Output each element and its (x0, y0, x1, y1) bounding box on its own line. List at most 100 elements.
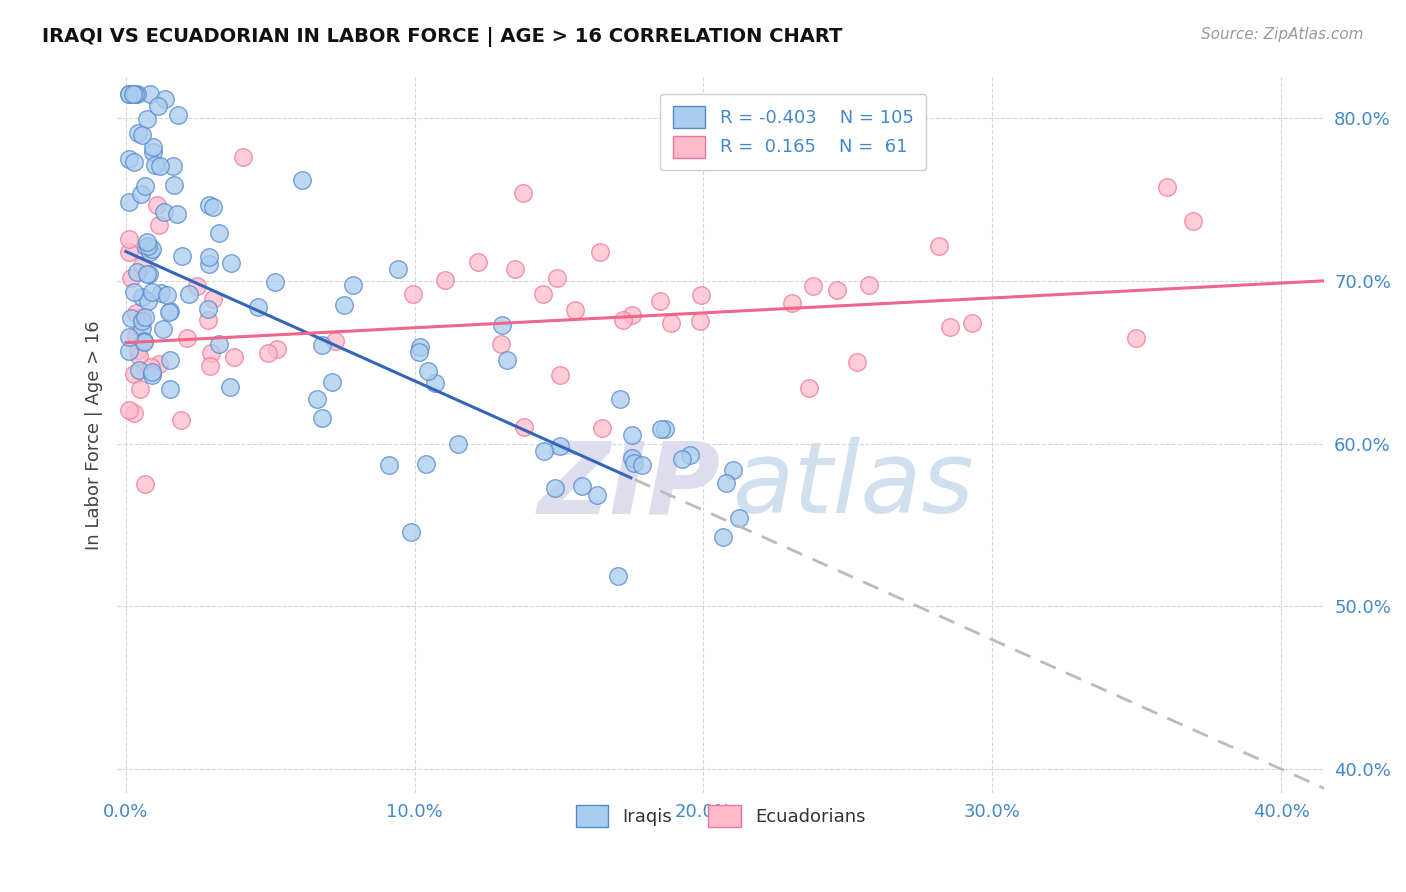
Point (378, 458, 401, 472)
Point (141, 368, 163, 383)
Point (564, 302, 586, 317)
Point (491, 318, 513, 332)
Point (799, 381, 821, 395)
Point (780, 296, 803, 310)
Point (623, 456, 645, 470)
Point (141, 365, 163, 379)
Point (134, 477, 156, 491)
Point (219, 255, 242, 269)
Point (124, 87, 146, 101)
Text: IRAQI VS ECUADORIAN IN LABOR FORCE | AGE > 16 CORRELATION CHART: IRAQI VS ECUADORIAN IN LABOR FORCE | AGE… (42, 27, 842, 46)
Text: Source: ZipAtlas.com: Source: ZipAtlas.com (1201, 27, 1364, 42)
Point (201, 292, 224, 306)
Point (342, 277, 364, 292)
Point (544, 481, 567, 495)
Point (149, 285, 172, 300)
Point (290, 173, 312, 187)
Point (134, 310, 156, 324)
Point (1181, 214, 1204, 228)
Point (159, 304, 181, 318)
Point (146, 99, 169, 113)
Point (648, 293, 671, 308)
Point (138, 267, 160, 281)
Point (659, 317, 682, 331)
Point (200, 346, 222, 360)
Point (122, 285, 145, 299)
Point (387, 261, 409, 276)
Point (163, 178, 186, 192)
Point (131, 290, 153, 304)
Point (122, 154, 145, 169)
Point (153, 205, 176, 219)
Point (531, 287, 554, 301)
Point (135, 235, 157, 249)
Point (609, 392, 631, 406)
Point (960, 317, 983, 331)
Point (159, 382, 181, 396)
Point (131, 258, 153, 272)
Point (139, 244, 162, 259)
Point (612, 312, 634, 326)
Point (118, 403, 141, 417)
Point (142, 145, 165, 159)
Point (207, 336, 229, 351)
Point (129, 186, 152, 201)
Point (135, 112, 157, 127)
Point (218, 380, 240, 394)
Point (131, 128, 153, 142)
Point (198, 359, 221, 373)
Point (156, 287, 179, 301)
Point (415, 458, 437, 472)
Point (418, 364, 440, 378)
Point (620, 450, 643, 465)
Point (146, 198, 169, 212)
Point (631, 458, 654, 473)
Point (118, 244, 141, 259)
Point (197, 313, 219, 327)
Point (155, 92, 177, 106)
Point (447, 436, 470, 450)
Point (136, 294, 159, 309)
Point (124, 367, 146, 381)
Point (690, 287, 713, 301)
Point (131, 310, 153, 325)
Point (136, 267, 159, 281)
Point (141, 359, 163, 374)
Point (586, 487, 609, 501)
Point (122, 406, 145, 420)
Point (125, 265, 148, 279)
Point (825, 284, 848, 298)
Point (118, 87, 141, 101)
Point (264, 275, 287, 289)
Point (121, 87, 143, 101)
Point (138, 239, 160, 253)
Point (118, 87, 141, 101)
Point (124, 306, 146, 320)
Point (159, 352, 181, 367)
Point (198, 198, 221, 212)
Point (128, 363, 150, 377)
Text: atlas: atlas (733, 437, 974, 534)
Point (858, 277, 880, 292)
Point (678, 448, 700, 462)
Point (131, 314, 153, 328)
Point (311, 411, 333, 425)
Point (512, 186, 534, 201)
Point (650, 422, 672, 436)
Point (1125, 331, 1147, 345)
Point (408, 345, 430, 359)
Point (305, 392, 328, 406)
Point (928, 239, 950, 253)
Point (711, 530, 734, 544)
Point (120, 271, 142, 285)
Point (176, 331, 198, 345)
Point (323, 334, 346, 349)
Point (134, 334, 156, 349)
Point (402, 287, 425, 301)
Point (571, 479, 593, 493)
Point (801, 279, 824, 293)
Point (266, 343, 288, 357)
Point (131, 321, 153, 335)
Point (139, 87, 162, 101)
Point (409, 340, 432, 354)
